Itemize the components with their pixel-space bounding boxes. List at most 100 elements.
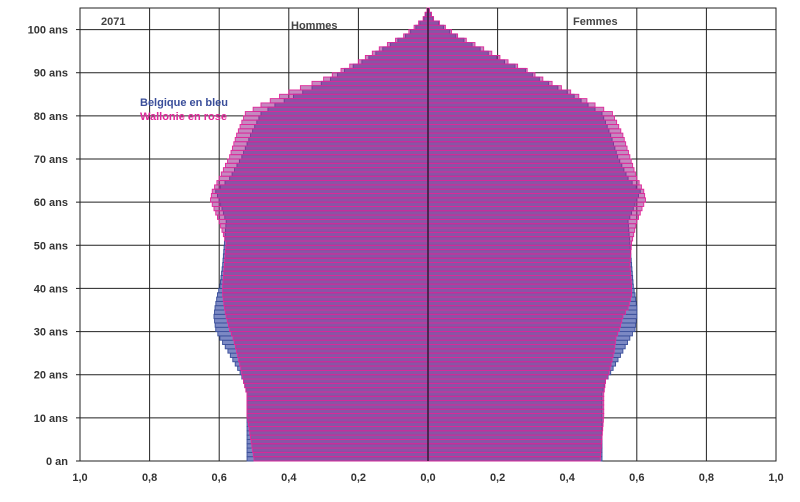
bar-wallonie-men — [222, 275, 429, 281]
bar-wallonie-women — [427, 93, 580, 100]
bar-wallonie-men — [250, 434, 429, 440]
bar-wallonie-women — [427, 456, 601, 462]
bar-wallonie-men — [222, 283, 429, 289]
bar-wallonie-women — [427, 180, 640, 186]
bar-wallonie-men — [269, 98, 429, 104]
bar-wallonie-women — [427, 72, 536, 78]
y-tick-label: 30 ans — [34, 327, 68, 339]
bar-wallonie-women — [427, 318, 623, 324]
bar-wallonie-men — [228, 322, 429, 328]
bar-wallonie-men — [224, 236, 429, 242]
bar-wallonie-women — [427, 352, 614, 358]
bar-wallonie-men — [222, 167, 429, 173]
bar-wallonie-men — [244, 382, 429, 389]
bar-wallonie-women — [427, 145, 628, 151]
bar-wallonie-women — [427, 331, 619, 337]
bar-wallonie-women — [427, 149, 629, 156]
y-tick-label: 70 ans — [34, 154, 68, 166]
bar-wallonie-women — [427, 20, 440, 26]
bar-wallonie-women — [427, 188, 645, 194]
bar-wallonie-men — [225, 244, 429, 251]
bar-wallonie-men — [210, 193, 429, 199]
y-tick-label: 100 ans — [28, 25, 68, 37]
bar-wallonie-men — [231, 145, 429, 151]
bar-wallonie-women — [427, 313, 624, 320]
bar-wallonie-men — [213, 206, 429, 212]
bar-wallonie-women — [427, 387, 605, 393]
legend-belgique: Belgique en bleu — [140, 97, 228, 109]
bar-wallonie-women — [427, 89, 572, 95]
bar-wallonie-women — [427, 322, 622, 328]
bar-wallonie-women — [427, 253, 631, 259]
bar-wallonie-women — [427, 59, 509, 65]
bar-wallonie-women — [427, 162, 634, 169]
bar-wallonie-men — [331, 72, 429, 78]
bar-wallonie-men — [246, 391, 429, 397]
bar-wallonie-women — [427, 283, 633, 289]
bar-wallonie-women — [427, 201, 645, 207]
bar-wallonie-men — [371, 50, 429, 56]
bar-wallonie-women — [427, 369, 610, 376]
bar-wallonie-women — [427, 361, 612, 367]
y-tick-label: 80 ans — [34, 111, 68, 123]
bar-wallonie-men — [413, 24, 429, 31]
bar-wallonie-women — [427, 438, 603, 445]
bar-wallonie-men — [224, 257, 429, 263]
bar-wallonie-women — [427, 357, 613, 363]
bar-wallonie-women — [427, 279, 632, 285]
bar-wallonie-men — [217, 214, 429, 220]
bar-wallonie-women — [427, 382, 606, 389]
bar-wallonie-men — [230, 331, 429, 337]
bar-wallonie-men — [364, 55, 429, 61]
bar-wallonie-women — [427, 63, 519, 69]
bar-wallonie-women — [427, 408, 605, 414]
bar-wallonie-men — [246, 395, 429, 402]
right-side-label: Femmes — [573, 16, 618, 28]
bar-wallonie-men — [215, 210, 429, 216]
bar-wallonie-men — [214, 184, 429, 190]
x-tick-label: 0,2 — [351, 472, 366, 484]
bar-wallonie-men — [408, 29, 429, 35]
bar-wallonie-women — [427, 214, 639, 220]
bar-wallonie-women — [427, 426, 604, 432]
bar-wallonie-men — [223, 305, 429, 311]
bar-wallonie-women — [427, 167, 635, 173]
bar-wallonie-men — [260, 102, 429, 108]
bar-wallonie-men — [216, 180, 429, 186]
bar-wallonie-women — [427, 451, 602, 458]
bar-wallonie-men — [252, 106, 429, 112]
bar-wallonie-men — [247, 421, 429, 427]
bar-wallonie-women — [427, 46, 485, 52]
bar-wallonie-men — [223, 300, 429, 307]
bar-wallonie-men — [210, 197, 429, 203]
bar-wallonie-men — [247, 417, 429, 423]
bar-wallonie-women — [427, 236, 634, 242]
bar-wallonie-men — [236, 348, 429, 354]
bar-wallonie-women — [427, 275, 632, 281]
bar-wallonie-men — [223, 262, 429, 268]
bar-wallonie-men — [240, 365, 429, 371]
bar-wallonie-men — [233, 339, 429, 345]
bar-wallonie-men — [251, 443, 429, 449]
bar-wallonie-men — [246, 408, 429, 414]
bar-wallonie-men — [378, 46, 429, 52]
bar-wallonie-men — [239, 124, 429, 130]
y-tick-label: 50 ans — [34, 240, 68, 252]
bar-wallonie-women — [427, 154, 631, 160]
bar-wallonie-women — [427, 80, 553, 87]
bar-wallonie-women — [427, 400, 605, 406]
bar-wallonie-women — [427, 266, 631, 272]
bar-wallonie-men — [243, 378, 429, 384]
bar-wallonie-women — [427, 106, 605, 112]
bar-wallonie-women — [427, 374, 608, 380]
bar-wallonie-men — [211, 201, 429, 207]
bar-wallonie-women — [427, 378, 606, 384]
bar-wallonie-men — [403, 33, 429, 39]
bar-wallonie-women — [427, 111, 613, 117]
bar-wallonie-women — [427, 136, 625, 143]
bar-wallonie-men — [246, 400, 429, 406]
bar-wallonie-men — [299, 85, 429, 91]
bar-wallonie-women — [427, 76, 544, 82]
bar-wallonie-women — [427, 447, 602, 453]
